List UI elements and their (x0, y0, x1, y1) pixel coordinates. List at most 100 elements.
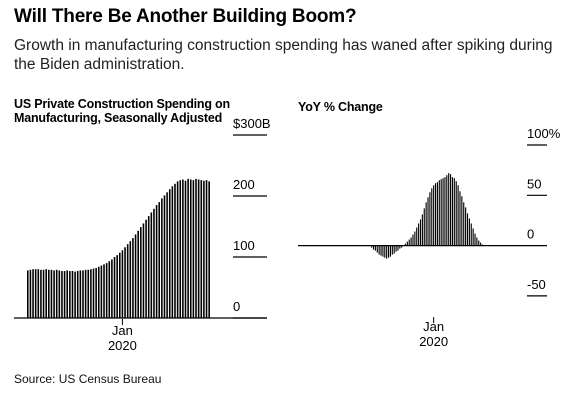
spending-bar (161, 198, 163, 318)
spending-bar (145, 219, 147, 318)
yoy-bar (389, 245, 391, 257)
spending-bar (179, 180, 182, 318)
spending-bar (155, 205, 158, 318)
yoy-bar (412, 234, 414, 246)
yoy-bar (474, 233, 476, 246)
spending-bar (126, 244, 129, 318)
yoy-bar (434, 183, 437, 246)
spending-bar (53, 270, 55, 318)
spending-bar (129, 241, 132, 318)
spending-y-tick-label: 0 (233, 299, 240, 314)
yoy-y-tick-label: 50 (527, 176, 541, 191)
yoy-bar (463, 202, 465, 246)
yoy-bar (399, 245, 401, 249)
spending-bar (58, 270, 61, 318)
spending-bar (187, 178, 189, 318)
spending-bar (37, 269, 40, 318)
spending-bar (97, 266, 100, 318)
spending-bar (76, 271, 79, 318)
spending-bar (150, 212, 153, 318)
spending-y-tick-label: 100 (233, 238, 255, 253)
yoy-bar (459, 191, 461, 246)
spending-bar (66, 270, 69, 318)
yoy-y-tick-label: 100% (527, 126, 561, 141)
spending-bar (40, 269, 42, 318)
yoy-bar (414, 231, 416, 246)
spending-bar (158, 202, 161, 318)
spending-chart-title-line-1: US Private Construction Spending on (14, 97, 230, 111)
yoy-bar (374, 245, 376, 251)
spending-y-axis: 0 100 200 $300B (233, 116, 271, 319)
spending-bar (200, 180, 203, 318)
spending-bar (87, 269, 90, 318)
spending-bar (113, 257, 116, 318)
spending-bar (55, 269, 58, 318)
spending-bar (189, 179, 192, 318)
spending-bar (182, 179, 184, 318)
yoy-bar (476, 237, 478, 246)
spending-bar (90, 269, 92, 318)
yoy-bar (404, 243, 407, 246)
spending-bars (27, 178, 210, 318)
spending-bar (42, 269, 45, 318)
spending-bar (174, 183, 176, 318)
spending-bar (32, 269, 34, 318)
yoy-bar (470, 223, 472, 246)
spending-bar (48, 269, 50, 318)
yoy-bar (419, 219, 422, 246)
yoy-bar (371, 245, 373, 248)
spending-bar (105, 263, 108, 318)
yoy-bar (387, 245, 390, 258)
spending-bar (208, 181, 210, 318)
yoy-y-tick-label: -50 (527, 277, 546, 292)
spending-bar (45, 269, 47, 318)
yoy-x-tick-label-month: Jan (423, 319, 444, 334)
yoy-bar (468, 218, 470, 246)
yoy-x-tick-label-year: 2020 (419, 334, 448, 349)
source-note: Source: US Census Bureau (14, 372, 162, 386)
spending-bar (95, 267, 97, 318)
yoy-bar (444, 177, 446, 246)
yoy-bar (421, 214, 423, 246)
yoy-bar (450, 174, 452, 246)
spending-bar (27, 270, 29, 318)
yoy-bar (480, 242, 482, 246)
yoy-bar (438, 180, 440, 246)
yoy-bar (448, 173, 450, 246)
yoy-bar (453, 178, 455, 246)
spending-bar (163, 195, 166, 318)
yoy-y-axis: -50 0 50 100% (527, 126, 561, 297)
yoy-bar (386, 245, 388, 259)
yoy-bar (440, 179, 442, 246)
spending-bar (134, 234, 137, 318)
spending-bar (100, 265, 103, 318)
spending-bar (140, 227, 142, 318)
spending-bar (168, 189, 171, 318)
spending-bar (61, 271, 63, 318)
spending-bar (79, 270, 82, 318)
spending-bar (50, 269, 53, 318)
spending-x-tick-label-month: Jan (112, 323, 133, 338)
spending-x-tick-label-year: 2020 (108, 338, 137, 353)
yoy-bar (466, 213, 469, 246)
spending-bar (71, 271, 74, 318)
spending-bar (116, 255, 118, 318)
spending-bar (103, 264, 105, 318)
spending-bar (205, 180, 208, 318)
yoy-bar (465, 207, 467, 246)
spending-bar (197, 179, 200, 318)
yoy-bar (384, 245, 386, 258)
yoy-bar (423, 208, 425, 246)
spending-chart: US Private Construction Spending on Manu… (14, 97, 271, 353)
spending-bar (132, 238, 134, 318)
spending-bar (203, 180, 205, 318)
yoy-bar (431, 188, 433, 246)
yoy-bar (372, 245, 375, 250)
spending-bar (34, 269, 37, 318)
yoy-bar (391, 245, 393, 255)
spending-bar (184, 180, 187, 318)
yoy-bar (461, 196, 463, 246)
yoy-bar (425, 202, 427, 246)
